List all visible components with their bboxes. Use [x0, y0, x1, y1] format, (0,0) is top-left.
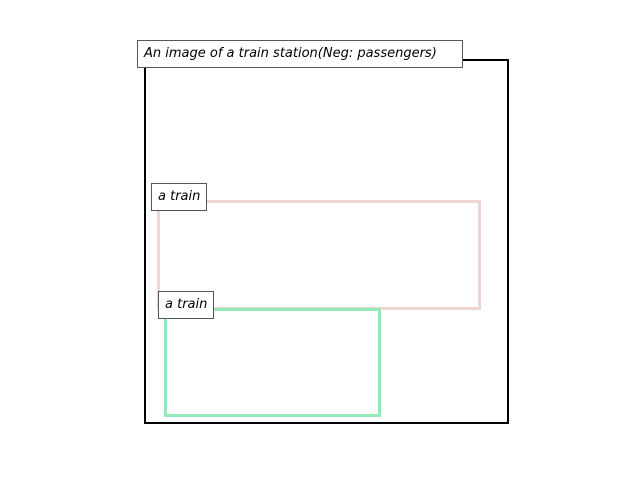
- region-box-2: [164, 308, 381, 417]
- region-label-2: a train: [158, 291, 215, 319]
- caption-label: An image of a train station(Neg: passeng…: [137, 40, 463, 68]
- region-label-1: a train: [151, 183, 208, 211]
